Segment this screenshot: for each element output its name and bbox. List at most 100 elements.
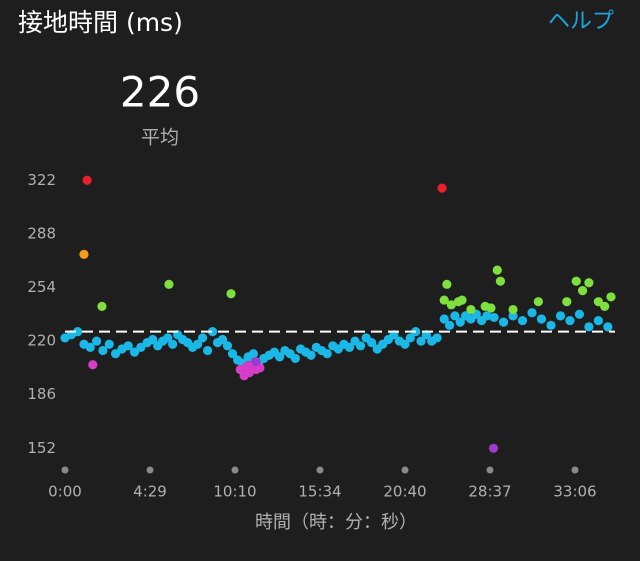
data-point (492, 265, 502, 275)
data-point (227, 349, 238, 359)
data-point (274, 352, 285, 362)
data-point (527, 308, 537, 318)
data-point (565, 315, 575, 326)
data-point (217, 334, 228, 345)
data-point (400, 339, 410, 349)
data-point (416, 336, 426, 346)
data-point (136, 342, 146, 352)
data-point (486, 303, 496, 313)
data-point (82, 175, 92, 185)
x-tick-label: 20:40 (383, 483, 426, 501)
data-point (405, 333, 415, 343)
data-point (466, 304, 476, 315)
data-point (489, 312, 499, 323)
average-value: 226 (120, 68, 200, 117)
data-point (593, 297, 603, 307)
x-tick-dot (146, 466, 154, 474)
x-axis-title: 時間（時：分：秒） (255, 512, 417, 533)
x-tick-label: 4:29 (133, 483, 167, 501)
data-point (439, 314, 449, 324)
data-point (571, 276, 581, 286)
data-point (444, 320, 455, 330)
data-point (164, 279, 174, 289)
data-point (603, 322, 613, 332)
data-point (222, 341, 233, 351)
x-tick-label: 33:06 (553, 483, 596, 501)
y-tick-label: 254 (27, 278, 56, 296)
data-point (202, 345, 213, 356)
data-point (432, 333, 442, 343)
data-point (533, 297, 543, 307)
data-point (110, 349, 121, 359)
data-point (482, 311, 492, 321)
x-tick-dot (231, 466, 239, 474)
data-point (248, 349, 258, 359)
y-tick-label: 220 (27, 332, 56, 350)
data-point (450, 311, 460, 321)
data-point (290, 353, 300, 364)
data-point (163, 333, 173, 343)
data-point (577, 286, 588, 296)
data-point (306, 350, 316, 360)
x-tick-label: 15:34 (298, 483, 341, 501)
data-point (344, 342, 355, 352)
data-point (79, 249, 89, 259)
data-point (129, 347, 140, 357)
data-point (91, 336, 102, 346)
average-label: 平均 (141, 127, 179, 149)
y-tick-label: 288 (27, 224, 56, 242)
data-point (488, 443, 499, 453)
data-point (226, 289, 236, 299)
x-tick-dot (486, 466, 494, 474)
data-point (442, 279, 452, 289)
data-point (98, 345, 108, 356)
data-point (455, 317, 465, 327)
data-point (367, 338, 377, 348)
data-point (439, 295, 449, 305)
data-point (498, 317, 509, 327)
data-point (593, 315, 603, 326)
data-point (197, 333, 208, 343)
x-tick-label: 10:10 (213, 483, 256, 501)
x-tick-dot (401, 466, 409, 474)
y-tick-label: 322 (27, 171, 56, 189)
data-point (600, 301, 610, 311)
data-point (584, 278, 594, 288)
data-point (546, 320, 556, 330)
y-tick-label: 186 (27, 385, 56, 403)
data-point (584, 322, 594, 332)
data-point (495, 276, 506, 286)
data-point (574, 309, 585, 319)
data-point (168, 339, 178, 349)
data-point (508, 304, 518, 315)
title: 接地時間 (ms) (18, 8, 183, 37)
data-point (555, 311, 566, 321)
data-point (562, 297, 572, 307)
data-point (322, 349, 332, 359)
data-point (437, 183, 447, 193)
data-point (207, 327, 218, 337)
data-point (517, 315, 528, 326)
x-tick-dot (571, 466, 579, 474)
data-point (457, 295, 467, 305)
data-point (606, 292, 616, 302)
data-point (148, 334, 158, 345)
x-tick-label: 28:37 (468, 483, 511, 501)
data-point (123, 341, 133, 351)
data-point (536, 314, 547, 324)
data-point (88, 360, 98, 370)
y-tick-label: 152 (27, 439, 56, 457)
help-link[interactable]: ヘルプ (548, 9, 614, 34)
data-point (446, 300, 456, 310)
data-point (97, 301, 107, 311)
x-tick-dot (61, 466, 69, 474)
x-tick-label: 0:00 (48, 483, 82, 501)
data-point (508, 311, 518, 321)
data-point (73, 327, 83, 337)
data-point (355, 341, 366, 351)
data-point (104, 339, 114, 349)
data-point (251, 356, 261, 367)
